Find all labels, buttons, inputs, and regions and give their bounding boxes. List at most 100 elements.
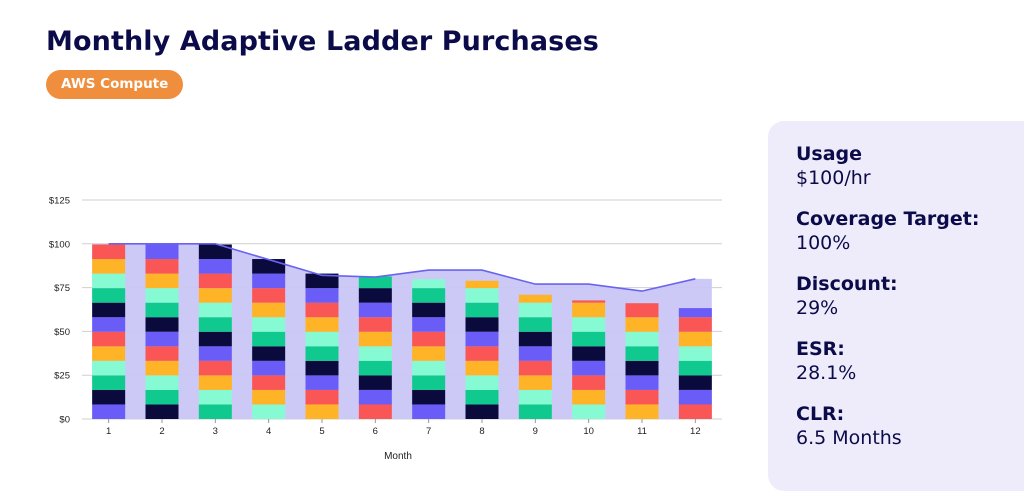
x-axis-ticks: 1 2 3 4 5 6 7 8 9 10 11 12: [106, 419, 701, 437]
bar-stack-month-4: [252, 259, 286, 419]
stat-esr: ESR: 28.1%: [796, 337, 1024, 385]
bar-segment: [465, 404, 499, 419]
bar-segment: [305, 331, 339, 347]
bar-segment: [572, 300, 606, 303]
bar-segment: [518, 404, 552, 419]
bar-stack-month-3: [198, 244, 232, 419]
bar-segment: [92, 375, 126, 390]
y-tick-label: $25: [54, 371, 70, 382]
y-tick-label: $100: [49, 239, 70, 250]
bar-segment: [145, 360, 179, 376]
bar-segment: [92, 346, 126, 361]
bar-segment: [412, 302, 446, 318]
bar-segment: [625, 404, 659, 419]
x-tick-label: 11: [637, 426, 647, 437]
bar-segment: [412, 360, 446, 376]
bar-segment: [412, 317, 446, 332]
bar-segment: [92, 404, 126, 419]
bar-segment: [518, 331, 552, 347]
bar-stack-month-2: [145, 244, 179, 419]
bar-segment: [358, 331, 392, 347]
bar-segment: [252, 317, 286, 332]
stat-discount: Discount: 29%: [796, 272, 1024, 320]
bar-segment: [305, 360, 339, 376]
bar-stack-month-10: [572, 300, 606, 419]
bar-segment: [145, 389, 179, 405]
bar-segment: [465, 288, 499, 303]
bar-segment: [92, 244, 126, 260]
bar-segment: [198, 244, 232, 260]
bar-segment: [92, 389, 126, 405]
x-tick-label: 2: [159, 426, 164, 437]
bar-segment: [92, 259, 126, 274]
bar-segment: [92, 317, 126, 332]
bar-segment: [358, 375, 392, 390]
coverage-area: [92, 243, 712, 419]
bar-segment: [145, 375, 179, 390]
x-tick-label: 8: [479, 426, 484, 437]
bar-segment: [92, 273, 126, 289]
bar-segment: [625, 375, 659, 390]
bar-segment: [92, 302, 126, 318]
service-badge: AWS Compute: [46, 70, 184, 99]
bar-segment: [465, 280, 499, 289]
stats-panel: Usage $100/hr Coverage Target: 100% Disc…: [768, 121, 1024, 491]
stat-label: Coverage Target:: [796, 208, 980, 230]
bar-segment: [358, 302, 392, 318]
bar-segment: [358, 360, 392, 376]
bar-segment: [465, 346, 499, 361]
bar-segment: [518, 294, 552, 303]
bar-segment: [358, 276, 392, 289]
bar-stacks: [92, 244, 712, 419]
bar-segment: [198, 259, 232, 274]
bar-stack-month-7: [412, 279, 446, 419]
bar-segment: [305, 375, 339, 390]
bar-segment: [518, 375, 552, 390]
x-tick-label: 7: [426, 426, 431, 437]
coverage-area-fill: [92, 243, 712, 419]
bar-segment: [518, 360, 552, 376]
stat-value: 28.1%: [796, 362, 857, 384]
y-tick-label: $50: [54, 327, 70, 338]
bar-segment: [465, 317, 499, 332]
bar-segment: [92, 360, 126, 376]
bar-stack-month-12: [678, 308, 712, 419]
bar-segment: [198, 389, 232, 405]
x-tick-label: 5: [319, 426, 324, 437]
bar-segment: [305, 404, 339, 419]
x-tick-label: 3: [213, 426, 218, 437]
bar-segment: [92, 331, 126, 347]
stat-label: Discount:: [796, 273, 898, 295]
bar-segment: [305, 317, 339, 332]
bar-segment: [145, 273, 179, 289]
bar-segment: [198, 317, 232, 332]
bar-segment: [572, 346, 606, 361]
bar-segment: [252, 346, 286, 361]
bar-segment: [678, 389, 712, 405]
bar-segment: [198, 331, 232, 347]
page-title: Monthly Adaptive Ladder Purchases: [46, 26, 599, 57]
stat-value: 100%: [796, 232, 851, 254]
x-tick-label: 4: [266, 426, 271, 437]
bar-segment: [305, 389, 339, 405]
bar-stack-month-1: [92, 244, 126, 419]
bar-segment: [412, 331, 446, 347]
bar-segment: [198, 346, 232, 361]
x-tick-label: 12: [690, 426, 701, 437]
bar-segment: [678, 331, 712, 347]
stat-value: 6.5 Months: [796, 427, 902, 449]
coverage-line: [108, 242, 696, 292]
x-tick-label: 6: [373, 426, 378, 437]
bar-segment: [252, 331, 286, 347]
bar-segment: [252, 360, 286, 376]
bar-segment: [625, 346, 659, 361]
bar-segment: [358, 346, 392, 361]
bar-segment: [198, 302, 232, 318]
coverage-line-path: [108, 242, 696, 292]
bar-segment: [252, 404, 286, 419]
bar-segment: [572, 404, 606, 419]
bar-segment: [518, 389, 552, 405]
bar-segment: [358, 317, 392, 332]
bar-segment: [465, 389, 499, 405]
bar-segment: [412, 389, 446, 405]
